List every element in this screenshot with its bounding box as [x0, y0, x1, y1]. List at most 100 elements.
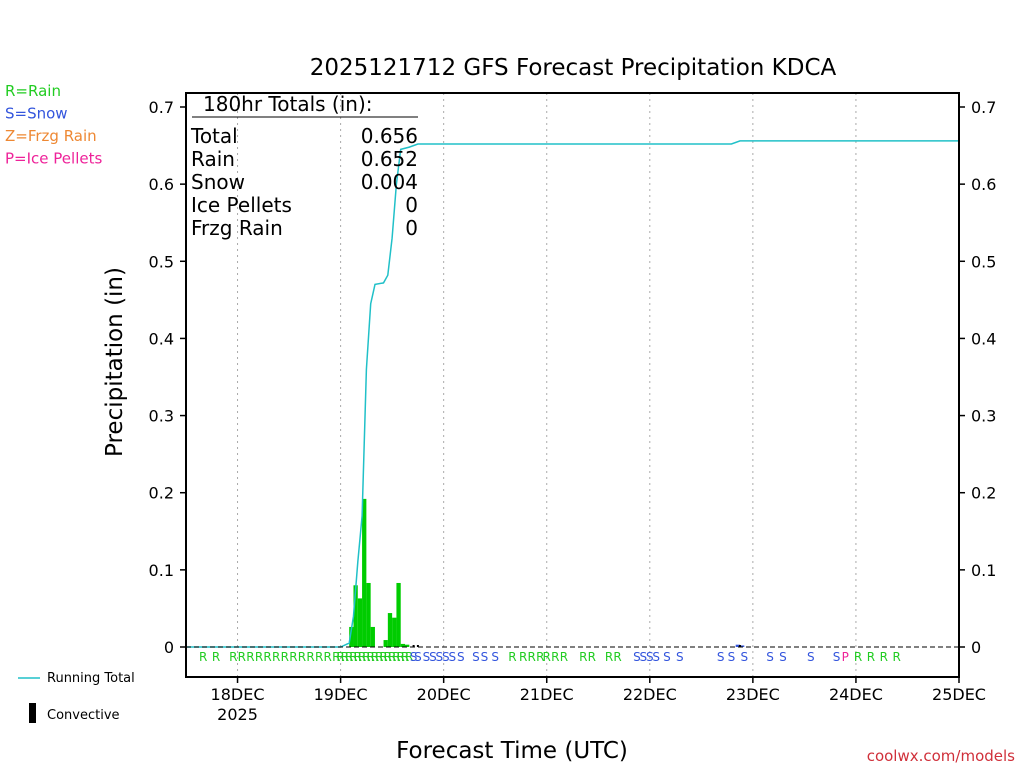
totals-box: 180hr Totals (in): Total 0.656 Rain 0.652 Sn… [190, 92, 418, 240]
ptype-marker: R [255, 650, 263, 664]
precip-bar [362, 498, 367, 647]
ptype-marker: R [392, 650, 400, 664]
ptype-marker: R [508, 650, 516, 664]
totals-row-value: 0.656 [361, 124, 418, 148]
precip-bar [353, 585, 358, 647]
ptype-marker: S [410, 650, 418, 664]
ptype-marker: R [366, 650, 374, 664]
precip-bar [405, 644, 410, 647]
precip-type-legend: R=Rain S=Snow Z=Frzg Rain P=Ice Pellets [5, 82, 102, 168]
ptype-marker: S [676, 650, 684, 664]
y-tick-label-left: 0.5 [149, 252, 174, 271]
ptype-marker: R [358, 650, 366, 664]
ptype-marker: R [375, 650, 383, 664]
y-tick-label-right: 0.6 [971, 175, 996, 194]
plot-frame [185, 92, 960, 678]
ptype-legend-item: Z=Frzg Rain [5, 127, 97, 145]
y-axis-label: Precipitation (in) [102, 267, 128, 457]
y-tick-label-right: 0.7 [971, 98, 996, 117]
ptype-marker: S [833, 650, 841, 664]
totals-row-label: Frzg Rain [191, 216, 283, 240]
precip-bar [396, 582, 401, 647]
x-tick-label: 21DEC [520, 685, 574, 704]
totals-row-label: Ice Pellets [191, 193, 292, 217]
ptype-marker: R [272, 650, 280, 664]
totals-row-value: 0.004 [361, 170, 418, 194]
running-total-legend: Running Total [18, 671, 135, 686]
ptype-marker: R [246, 650, 254, 664]
ptype-marker: S [740, 650, 748, 664]
totals-row-label: Snow [191, 170, 245, 194]
y-tick-label-right: 0.2 [971, 484, 996, 503]
ptype-marker: R [362, 650, 370, 664]
precip-bar [349, 626, 354, 647]
ptype-legend-item: P=Ice Pellets [5, 150, 102, 168]
y-tick-label-left: 0.7 [149, 98, 174, 117]
ptype-marker: S [807, 650, 815, 664]
ptype-marker: R [238, 650, 246, 664]
ptype-marker: R [405, 650, 413, 664]
ptype-marker: R [281, 650, 289, 664]
precip-bar [735, 644, 740, 647]
ptype-marker: R [579, 650, 587, 664]
convective-legend: Convective [29, 703, 120, 723]
ptype-marker: R [560, 650, 568, 664]
ptype-marker: S [491, 650, 499, 664]
precip-bar [366, 582, 371, 647]
ptype-marker: S [472, 650, 480, 664]
ptype-marker: R [263, 650, 271, 664]
precip-bar [392, 617, 397, 647]
ptype-marker: S [646, 650, 654, 664]
ptype-marker: P [842, 650, 849, 664]
y-tick-label-right: 0.4 [971, 329, 996, 348]
totals-row-value: 0 [405, 216, 418, 240]
ptype-marker: R [397, 650, 405, 664]
x-tick-sublabel: 2025 [217, 705, 258, 724]
x-tick-label: 25DEC [932, 685, 986, 704]
ptype-marker: R [371, 650, 379, 664]
ptype-legend-item: R=Rain [5, 82, 61, 100]
ptype-marker: R [551, 650, 559, 664]
totals-heading: 180hr Totals (in): [203, 92, 373, 116]
x-tick-label: 20DEC [417, 685, 471, 704]
precip-bar [400, 643, 406, 647]
ptype-marker: S [414, 650, 422, 664]
precip-bars [349, 498, 745, 647]
ptype-marker: R [315, 650, 323, 664]
precip-bar [357, 598, 363, 647]
ptype-legend-item: S=Snow [5, 105, 68, 123]
ptype-marker: R [289, 650, 297, 664]
y-tick-label-left: 0.4 [149, 329, 174, 348]
ptype-marker: S [640, 650, 648, 664]
ptype-marker: S [436, 650, 444, 664]
totals-row-label: Total [190, 124, 238, 148]
precip-bar [387, 613, 393, 647]
totals-row-value: 0 [405, 193, 418, 217]
y-axis-ticks: 0 00.1 0.10.2 0.20.3 0.30.4 0.40.5 0.50.6 0.60.… [149, 98, 997, 657]
x-tick-label: 18DEC [211, 685, 265, 704]
chart-title: 2025121712 GFS Forecast Precipitation KD… [310, 55, 837, 81]
ptype-marker: R [401, 650, 409, 664]
y-tick-label-left: 0.1 [149, 561, 174, 580]
vertical-gridlines [237, 93, 857, 677]
convective-mark [738, 645, 741, 647]
ptype-marker: R [528, 650, 536, 664]
y-tick-label-right: 0.3 [971, 407, 996, 426]
ptype-marker: R [867, 650, 875, 664]
x-tick-label: 22DEC [623, 685, 677, 704]
ptype-marker: R [298, 650, 306, 664]
ptype-marker: R [332, 650, 340, 664]
ptype-marker: S [448, 650, 456, 664]
ptype-marker: S [717, 650, 725, 664]
ptype-marker: R [536, 650, 544, 664]
totals-row-value: 0.652 [361, 147, 418, 171]
running-total-legend-label: Running Total [47, 671, 135, 686]
ptype-marker: S [633, 650, 641, 664]
ptype-marker: S [481, 650, 489, 664]
totals-row-label: Rain [191, 147, 235, 171]
y-tick-label-left: 0.6 [149, 175, 174, 194]
ptype-marker: S [728, 650, 736, 664]
ptype-marker: R [854, 650, 862, 664]
